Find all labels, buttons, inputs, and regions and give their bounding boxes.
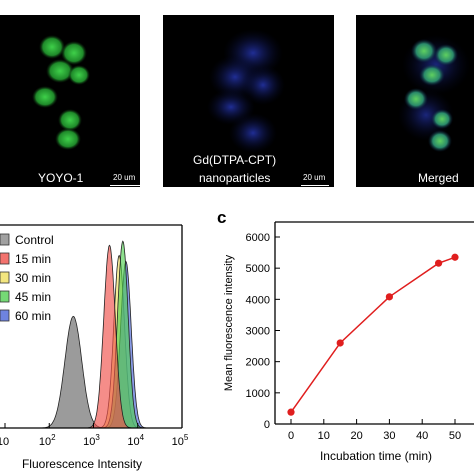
c-x-axis-label: Incubation time (min) bbox=[320, 449, 432, 463]
c-series-line bbox=[290, 256, 456, 413]
green-nuclei-image bbox=[32, 35, 90, 150]
c-y-tick-label: 5000 bbox=[246, 263, 270, 275]
c-y-tick-label: 2000 bbox=[246, 357, 270, 369]
histogram-45-min bbox=[101, 240, 145, 429]
micrograph-nanoparticles: Gd(DTPA-CPT) nanoparticles 20 um bbox=[163, 15, 334, 187]
micrograph-merged: Merged bbox=[356, 15, 474, 187]
histogram-control bbox=[39, 315, 108, 429]
legend-swatch bbox=[0, 252, 10, 265]
legend-label: 60 min bbox=[15, 309, 51, 323]
legend-label: 30 min bbox=[15, 271, 51, 285]
c-x-tick-label: 30 bbox=[383, 430, 395, 442]
histogram-60-min bbox=[104, 260, 148, 429]
panel-label-c: c bbox=[217, 208, 227, 227]
micrograph-caption-line2: nanoparticles bbox=[199, 171, 271, 185]
c-y-tick-label: 1000 bbox=[246, 388, 270, 400]
c-y-tick-label: 6000 bbox=[246, 232, 270, 244]
merged-image bbox=[398, 35, 470, 152]
c-data-point bbox=[287, 408, 295, 416]
legend-swatch bbox=[0, 271, 10, 284]
micrograph-caption: Merged bbox=[418, 171, 459, 185]
scale-bar-label: 20 um bbox=[303, 173, 326, 182]
b-x-tick-label: 10 bbox=[0, 436, 9, 448]
b-x-tick-label: 105 bbox=[172, 433, 189, 448]
c-y-axis-label: Mean fluorescence intensity bbox=[223, 254, 235, 391]
c-data-point bbox=[451, 253, 459, 261]
micrograph-yoyo1: YOYO-1 20 um bbox=[0, 15, 140, 187]
legend-label: 45 min bbox=[15, 290, 51, 304]
c-x-tick-label: 20 bbox=[350, 430, 362, 442]
micrograph-caption: Gd(DTPA-CPT) bbox=[193, 153, 277, 167]
b-x-axis-label: Fluorescence Intensity bbox=[22, 457, 142, 471]
c-data-point bbox=[385, 293, 393, 301]
b-x-tick-label: 104 bbox=[127, 433, 144, 448]
scale-bar bbox=[301, 185, 329, 186]
legend-swatch bbox=[0, 290, 10, 303]
micrograph-caption: YOYO-1 bbox=[38, 171, 84, 185]
c-data-point bbox=[435, 259, 443, 267]
c-x-tick-label: 40 bbox=[416, 430, 428, 442]
c-x-tick-label: 50 bbox=[449, 430, 461, 442]
c-y-tick-label: 0 bbox=[264, 419, 270, 431]
c-y-tick-label: 4000 bbox=[246, 294, 270, 306]
histogram-15-min bbox=[86, 244, 133, 429]
histogram-30-min bbox=[97, 254, 141, 429]
c-data-point bbox=[336, 339, 344, 347]
c-x-tick-label: 0 bbox=[288, 430, 294, 442]
legend-swatch bbox=[0, 309, 10, 322]
b-x-tick-label: 103 bbox=[83, 433, 100, 448]
blue-nanoparticles-image bbox=[207, 29, 285, 153]
b-x-tick-label: 102 bbox=[39, 433, 56, 448]
legend-label: Control bbox=[15, 233, 54, 247]
scale-bar bbox=[110, 185, 140, 186]
legend-swatch bbox=[0, 233, 10, 246]
scale-bar-label: 20 um bbox=[113, 173, 136, 182]
c-y-tick-label: 3000 bbox=[246, 326, 270, 338]
c-x-tick-label: 10 bbox=[318, 430, 330, 442]
legend-label: 15 min bbox=[15, 252, 51, 266]
